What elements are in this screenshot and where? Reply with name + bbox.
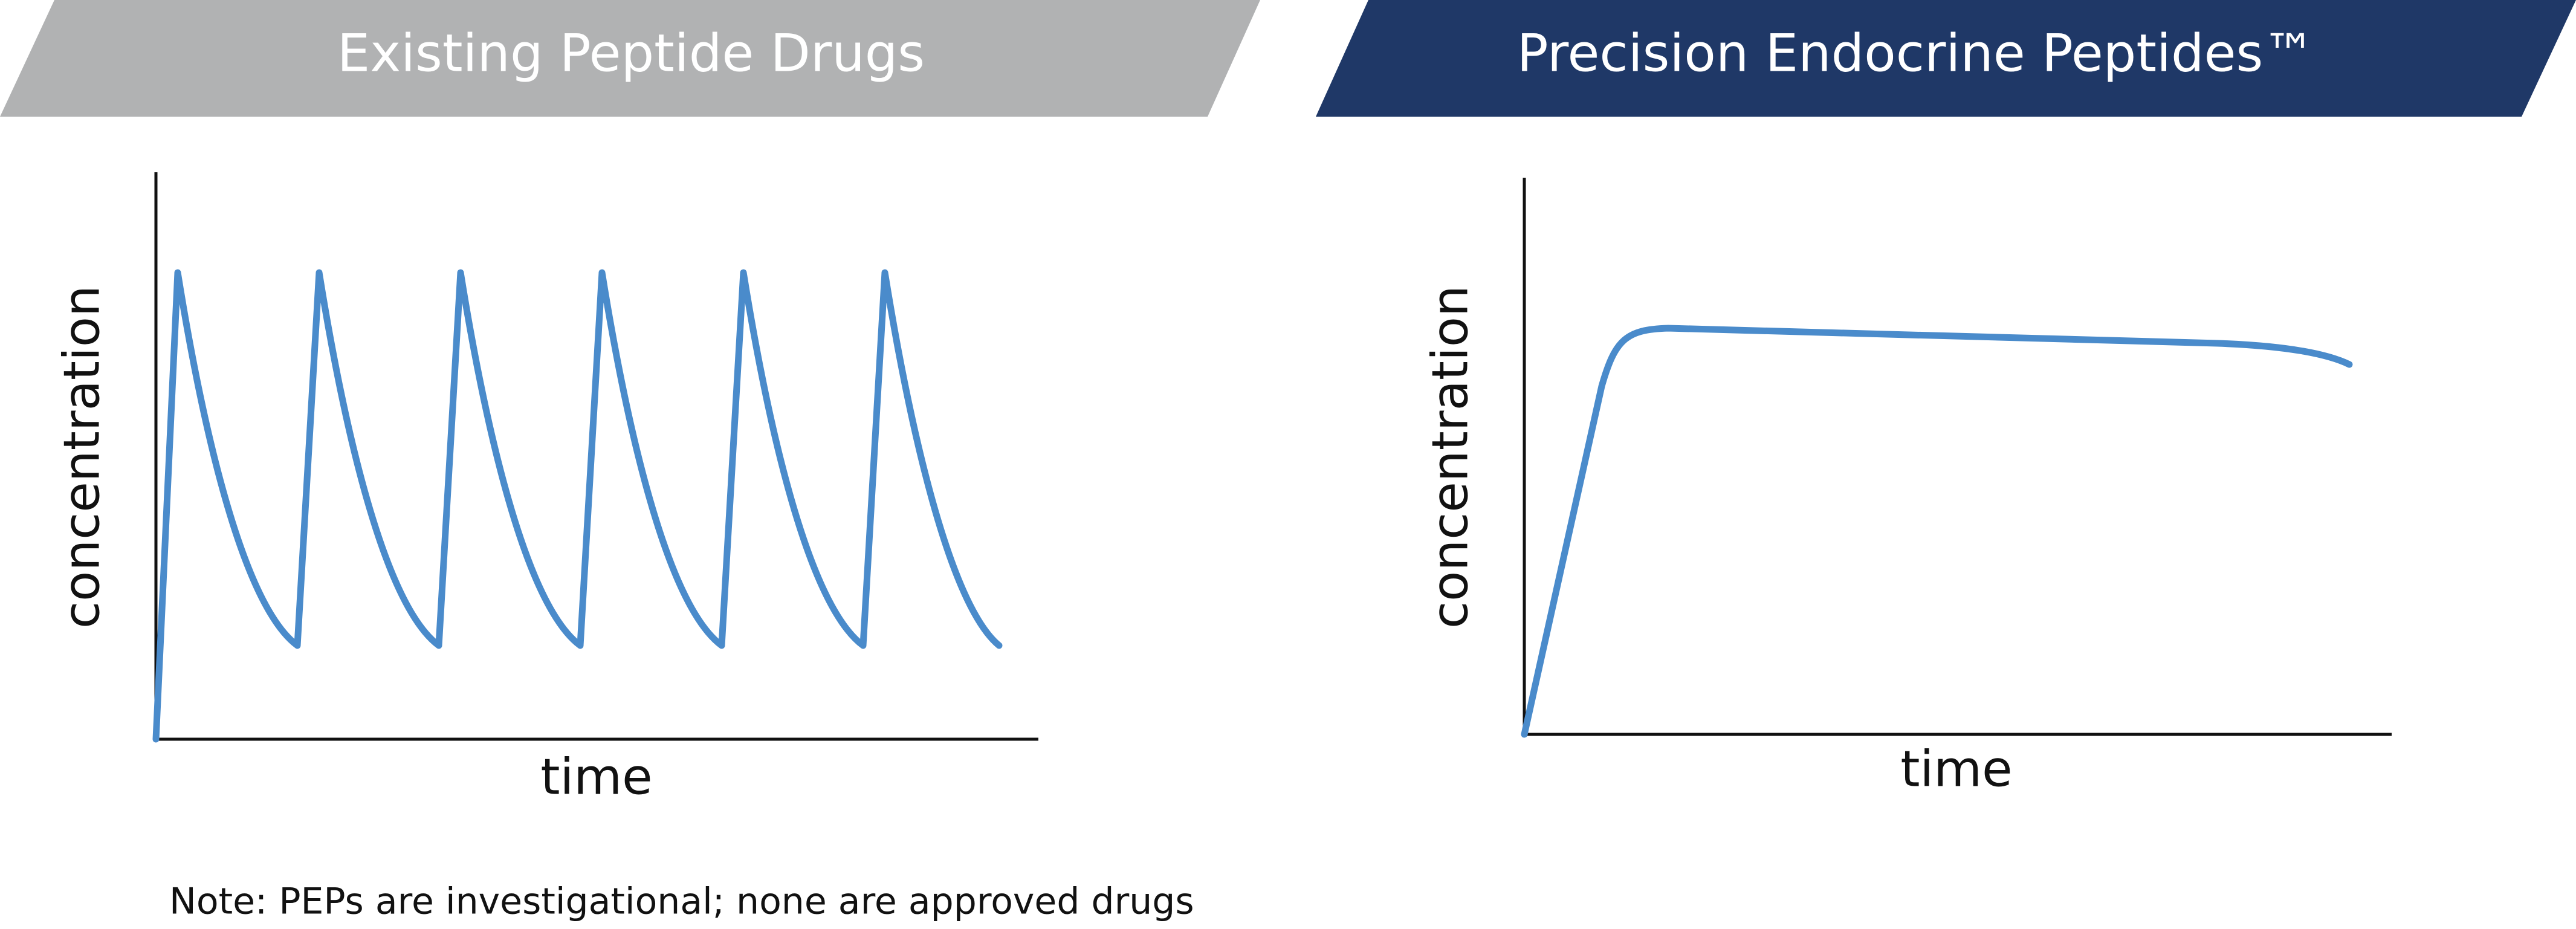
x-axis-label: time xyxy=(540,748,652,806)
pulsatile-curve xyxy=(152,269,1003,743)
note: Note: PEPs are investigational; none are… xyxy=(169,881,1194,923)
panel-title: Existing Peptide Drugs xyxy=(337,23,925,83)
axes xyxy=(154,172,1038,741)
x-axis-label: time xyxy=(1900,740,2012,798)
sustained-curve xyxy=(1521,325,2353,738)
y-axis-label: concentration xyxy=(1422,285,1479,629)
banner xyxy=(0,0,1260,117)
y-axis-label: concentration xyxy=(53,285,111,629)
axes xyxy=(1523,178,2392,736)
banner xyxy=(1316,0,2576,117)
panel-title: Precision Endocrine Peptides™ xyxy=(1517,23,2315,83)
